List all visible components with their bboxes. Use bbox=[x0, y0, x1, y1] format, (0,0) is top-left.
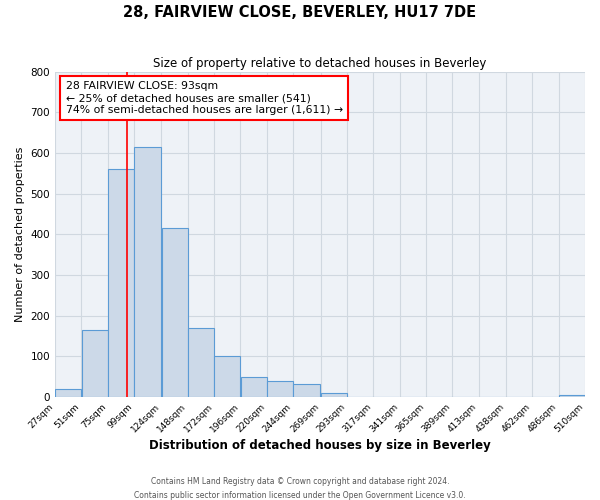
Bar bbox=[293, 384, 320, 397]
Text: Contains HM Land Registry data © Crown copyright and database right 2024.
Contai: Contains HM Land Registry data © Crown c… bbox=[134, 478, 466, 500]
Bar bbox=[214, 356, 241, 397]
Text: 28, FAIRVIEW CLOSE, BEVERLEY, HU17 7DE: 28, FAIRVIEW CLOSE, BEVERLEY, HU17 7DE bbox=[124, 5, 476, 20]
Text: 28 FAIRVIEW CLOSE: 93sqm
← 25% of detached houses are smaller (541)
74% of semi-: 28 FAIRVIEW CLOSE: 93sqm ← 25% of detach… bbox=[65, 82, 343, 114]
X-axis label: Distribution of detached houses by size in Beverley: Distribution of detached houses by size … bbox=[149, 440, 491, 452]
Bar bbox=[188, 328, 214, 397]
Bar bbox=[55, 389, 81, 397]
Title: Size of property relative to detached houses in Beverley: Size of property relative to detached ho… bbox=[154, 58, 487, 70]
Y-axis label: Number of detached properties: Number of detached properties bbox=[15, 146, 25, 322]
Bar bbox=[241, 376, 266, 397]
Bar bbox=[134, 147, 161, 397]
Bar bbox=[108, 170, 134, 397]
Bar bbox=[161, 228, 188, 397]
Bar bbox=[267, 380, 293, 397]
Bar bbox=[321, 393, 347, 397]
Bar bbox=[82, 330, 107, 397]
Bar bbox=[559, 395, 585, 397]
